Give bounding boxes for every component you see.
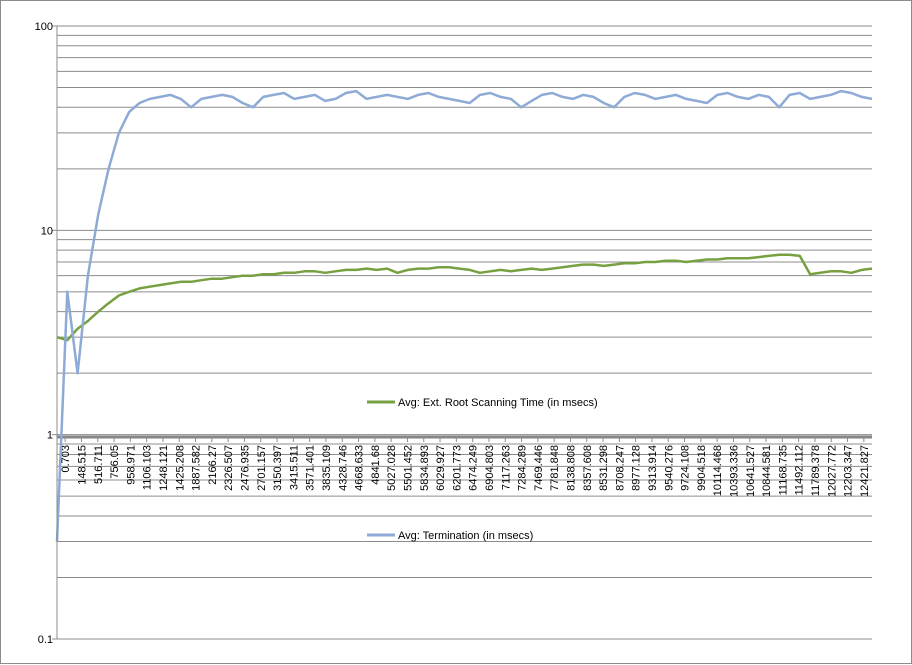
x-tick-label: 148.515 [76, 445, 88, 485]
x-tick-label: 9313.914 [647, 445, 659, 491]
x-tick-label: 12027.772 [826, 445, 838, 497]
series-lines [55, 89, 873, 542]
x-tick-label: 4328.746 [337, 445, 349, 491]
y-tick-label: 100 [35, 21, 53, 33]
x-tick-label: 8977.128 [631, 445, 643, 491]
x-tick-label: 3150.397 [272, 445, 284, 491]
x-tick-label: 1106.103 [142, 445, 154, 490]
x-tick-label: 11789.378 [810, 445, 822, 496]
x-tick-label: 10844.581 [761, 445, 773, 497]
x-tick-label: 6201.773 [451, 445, 463, 491]
x-tick-label: 2701.157 [256, 445, 268, 491]
x-tick-label: 6029.927 [435, 445, 447, 491]
x-tick-label: 3415.511 [288, 445, 300, 490]
x-tick-label: 5834.893 [419, 445, 431, 491]
x-tick-label: 5027.028 [386, 445, 398, 491]
x-tick-label: 0.703 [60, 445, 72, 473]
y-axis: 100 10 1 0.1 [35, 21, 58, 646]
x-tick-label: 7469.446 [533, 445, 545, 491]
x-tick-label: 958.971 [125, 445, 137, 485]
y-tick-label: 0.1 [38, 634, 53, 646]
x-tick-label: 12421.827 [859, 445, 871, 497]
x-tick-label: 8531.298 [598, 445, 610, 491]
x-tick-label: 2476.935 [239, 445, 251, 491]
gridlines [57, 25, 872, 640]
series-root-scanning-line [56, 253, 873, 342]
x-tick-label: 9540.276 [663, 445, 675, 491]
x-tick-label: 7284.289 [517, 445, 529, 491]
x-tick-label: 4668.633 [354, 445, 366, 491]
x-tick-label: 1425.208 [174, 445, 186, 491]
x-axis: 0.703 148.515 516.711 756.05 958.971 1106.103… [57, 435, 872, 497]
x-tick-label: 6474.249 [468, 445, 480, 491]
x-tick-label: 10393.336 [728, 445, 740, 497]
series-termination-line [55, 89, 873, 542]
x-tick-label: 10114.468 [712, 445, 724, 496]
x-tick-label: 7781.848 [549, 445, 561, 491]
x-tick-label: 10641.527 [745, 445, 757, 497]
x-tick-label: 11492.112 [794, 445, 806, 495]
x-tick-label: 12203.347 [843, 445, 855, 497]
x-tick-label: 7117.263 [500, 445, 512, 490]
x-tick-label: 6904.803 [484, 445, 496, 491]
x-tick-label: 9904.518 [696, 445, 708, 491]
legend-label: Avg: Ext. Root Scanning Time (in msecs) [398, 397, 598, 409]
x-tick-label: 8357.608 [582, 445, 594, 491]
x-tick-label: 8138.808 [565, 445, 577, 491]
y-tick-label: 1 [47, 430, 53, 442]
x-tick-label: 1887.582 [191, 445, 203, 491]
x-tick-label: 11168.735 [777, 445, 789, 495]
legend-label: Avg: Termination (in msecs) [398, 530, 533, 542]
x-tick-label: 5501.452 [402, 445, 414, 491]
x-tick-label: 3571.401 [305, 445, 317, 491]
x-tick-label: 516.711 [93, 445, 105, 484]
legend: Avg: Ext. Root Scanning Time (in msecs) A… [367, 397, 598, 542]
x-tick-label: 756.05 [109, 445, 121, 479]
x-tick-label: 1248.121 [158, 445, 170, 491]
x-tick-label: 2326.507 [223, 445, 235, 491]
x-tick-label: 3835.109 [321, 445, 333, 491]
x-tick-label: 4841.68 [370, 445, 382, 485]
x-tick-label: 8708.247 [614, 445, 626, 491]
x-tick-label: 2166.27 [207, 445, 219, 485]
y-tick-label: 10 [41, 225, 53, 237]
x-tick-label: 9724.108 [680, 445, 692, 491]
